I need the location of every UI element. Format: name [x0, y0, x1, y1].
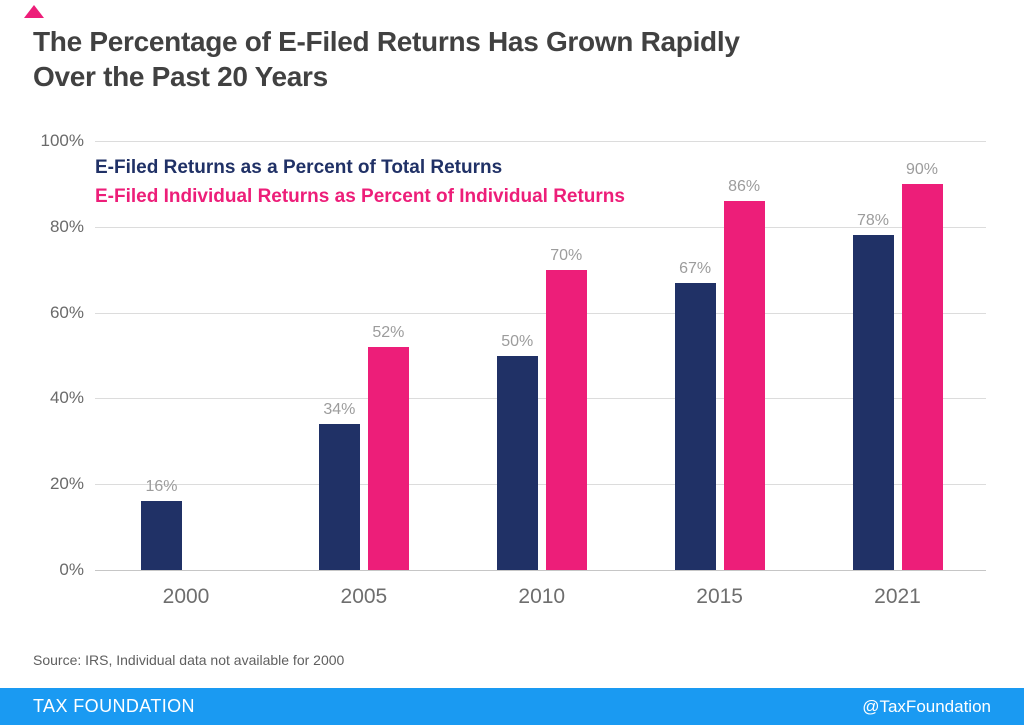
- x-axis-label: 2010: [518, 585, 566, 608]
- y-axis-tick-label: 0%: [59, 560, 84, 579]
- bar-efiled-total-2000: [141, 501, 182, 570]
- bar-efiled-total-2010: [496, 355, 538, 570]
- bar-efiled-individual-2010: [545, 269, 587, 570]
- bar-efiled-total-2021: [852, 235, 894, 570]
- gridline: [95, 484, 986, 486]
- gridline: [95, 226, 986, 228]
- y-axis-tick-label: 80%: [49, 216, 84, 236]
- x-axis-label: 2005: [340, 585, 388, 608]
- footer-twitter-handle: @TaxFoundation: [862, 696, 991, 716]
- legend-item-total-returns: E-Filed Returns as a Percent of Total Re…: [95, 157, 503, 178]
- brand-triangle-icon: [24, 5, 44, 18]
- gridline: [95, 141, 986, 142]
- bar-efiled-individual-2021: [901, 183, 943, 570]
- gridline: [95, 570, 986, 571]
- y-axis-tick-label: 100%: [40, 131, 84, 150]
- bar-value-label: 67%: [679, 259, 712, 277]
- bar-value-label: 16%: [145, 478, 178, 496]
- x-axis-label: 2021: [874, 585, 921, 608]
- bar-value-label: 34%: [323, 401, 356, 419]
- bar-efiled-total-2015: [674, 282, 716, 570]
- footer-bar: TAX FOUNDATION @TaxFoundation: [0, 688, 1024, 725]
- chart-title-line1: The Percentage of E-Filed Returns Has Gr…: [33, 26, 740, 57]
- bar-value-label: 90%: [905, 160, 939, 178]
- x-axis-label: 2015: [696, 585, 743, 608]
- bar-efiled-total-2005: [318, 424, 360, 570]
- gridline: [95, 312, 986, 314]
- chart-title: The Percentage of E-Filed Returns Has Gr…: [33, 24, 740, 94]
- legend-item-individual-returns: E-Filed Individual Returns as Percent of…: [95, 186, 625, 207]
- bar-value-label: 52%: [372, 323, 405, 341]
- footer-brand: TAX FOUNDATION: [33, 696, 195, 716]
- y-axis-tick-label: 20%: [49, 474, 84, 494]
- bar-value-label: 78%: [856, 212, 890, 230]
- chart-title-line2: Over the Past 20 Years: [33, 61, 328, 92]
- bar-value-label: 86%: [728, 178, 761, 196]
- bar-value-label: 50%: [501, 332, 534, 350]
- chart-legend: E-Filed Returns as a Percent of Total Re…: [95, 153, 625, 211]
- y-axis-tick-label: 60%: [49, 302, 84, 322]
- x-axis-label: 2000: [162, 585, 210, 608]
- bar-value-label: 70%: [550, 246, 583, 264]
- gridline: [95, 398, 986, 400]
- bar-efiled-individual-2015: [723, 201, 765, 570]
- y-axis-tick-label: 40%: [49, 388, 84, 408]
- source-note: Source: IRS, Individual data not availab…: [33, 652, 345, 668]
- bar-efiled-individual-2005: [367, 346, 409, 570]
